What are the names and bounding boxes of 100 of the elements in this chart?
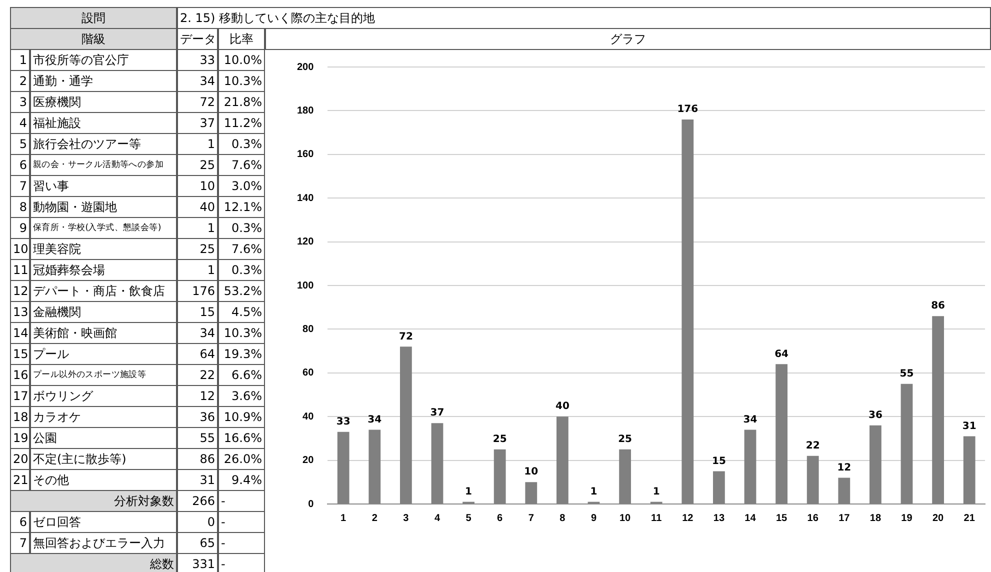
text: 21.8% xyxy=(218,91,265,113)
data-label: 22 xyxy=(806,440,820,452)
text: 36 xyxy=(177,406,218,428)
text: 動物園・遊園地 xyxy=(30,196,177,218)
text: 31 xyxy=(177,469,218,491)
y-tick-label: 100 xyxy=(296,280,314,292)
x-tick-label: 11 xyxy=(651,512,662,524)
x-tick-label: 9 xyxy=(590,512,597,524)
data-label: 15 xyxy=(712,456,726,467)
text: 階級 xyxy=(10,28,177,50)
text: 64 xyxy=(177,343,218,365)
text: 市役所等の官公庁 xyxy=(30,49,177,71)
text: 医療機関 xyxy=(30,91,177,113)
text: 6 xyxy=(10,154,30,176)
category-label: 8 xyxy=(19,200,27,214)
text: 22 xyxy=(177,364,218,386)
text: 26.0% xyxy=(218,448,265,470)
data-label: 25 xyxy=(492,434,507,445)
text: 176 xyxy=(177,280,218,302)
y-tick-label: 180 xyxy=(296,105,314,116)
y-tick-label: 120 xyxy=(296,236,314,248)
text: 11.2% xyxy=(218,112,265,134)
x-tick-label: 17 xyxy=(838,512,850,524)
text: 保育所・学校(入学式、懇談会等) xyxy=(30,217,177,239)
text: 4.5% xyxy=(218,301,265,323)
text: 3.0% xyxy=(218,175,265,197)
data-label: 1 xyxy=(465,486,472,498)
x-tick-label: 14 xyxy=(744,512,756,524)
text: 3.6% xyxy=(218,385,265,407)
text: 10.3% xyxy=(218,70,265,92)
text: カラオケ xyxy=(30,406,177,428)
text: 不定(主に散歩等) xyxy=(30,448,177,470)
category-label: 11 xyxy=(13,263,28,277)
text: 25 xyxy=(177,154,218,176)
text: ボウリング xyxy=(30,385,177,407)
text: 公園 xyxy=(30,427,177,449)
category-label: 20 xyxy=(13,452,28,466)
text: プール以外のスポーツ施設等 xyxy=(30,364,177,386)
text: 33 xyxy=(177,49,218,71)
category-label: 12 xyxy=(13,284,28,298)
text: 37 xyxy=(177,112,218,134)
x-tick-label: 2 xyxy=(372,512,378,524)
category-label: 5 xyxy=(19,137,27,151)
data-label: 1 xyxy=(590,486,598,498)
text: 総数 xyxy=(10,553,177,572)
x-tick-label: 7 xyxy=(528,512,534,524)
text: 福祉施設 xyxy=(30,112,177,134)
text: 16.6% xyxy=(218,427,265,449)
data-label: 36 xyxy=(868,410,882,421)
x-tick-label: 12 xyxy=(682,512,694,524)
category-label: 21 xyxy=(13,473,28,487)
y-tick-label: 60 xyxy=(302,368,314,379)
text: ゼロ回答 xyxy=(30,511,177,533)
text: 分析対象数 xyxy=(10,490,177,512)
text: 旅行会社のツアー等 xyxy=(30,133,177,155)
text: 7.6% xyxy=(218,238,265,260)
x-tick-label: 21 xyxy=(964,512,976,524)
text: - xyxy=(218,532,265,554)
text: 0.3% xyxy=(218,133,265,155)
x-tick-label: 19 xyxy=(901,512,913,524)
text: 12.1% xyxy=(218,196,265,218)
text: 9.4% xyxy=(218,469,265,491)
category-label: 3 xyxy=(19,95,27,109)
text: 12 xyxy=(177,385,218,407)
y-tick-label: 20 xyxy=(302,455,314,466)
text: 0.3% xyxy=(218,217,265,239)
text: 266 xyxy=(177,490,218,512)
text: 1 xyxy=(177,133,218,155)
x-tick-label: 15 xyxy=(776,512,788,524)
data-label: 34 xyxy=(368,414,382,426)
y-tick-label: 160 xyxy=(296,149,314,160)
text: 設問 xyxy=(10,7,177,29)
data-label: 55 xyxy=(900,368,914,380)
x-tick-label: 10 xyxy=(619,512,632,524)
x-tick-label: 1 xyxy=(340,512,347,524)
text: - xyxy=(218,511,265,533)
text: 65 xyxy=(177,532,218,554)
text: その他 xyxy=(30,469,177,491)
data-label: 72 xyxy=(398,331,413,342)
text: デパート・商店・飲食店 xyxy=(30,280,177,302)
text: 15 xyxy=(13,347,28,361)
text: 金融機関 xyxy=(30,301,177,323)
text: 10.0% xyxy=(218,49,265,71)
x-tick-label: 18 xyxy=(870,512,882,524)
data-label: 25 xyxy=(618,434,632,445)
y-tick-label: 140 xyxy=(296,192,314,204)
text: 25 xyxy=(177,238,218,260)
text: 10.9% xyxy=(218,406,265,428)
y-tick-label: 200 xyxy=(296,62,314,73)
category-label: 1 xyxy=(19,53,27,67)
text: 15 xyxy=(177,301,218,323)
x-tick-label: 13 xyxy=(713,512,725,524)
x-tick-label: 3 xyxy=(403,512,410,524)
data-label: 176 xyxy=(677,104,698,116)
text: 美術館・映画館 xyxy=(30,322,177,344)
text: 0.3% xyxy=(218,259,265,281)
text: 7 xyxy=(19,536,27,550)
category-label: 2 xyxy=(19,74,27,88)
text: データ xyxy=(177,28,218,50)
data-label: 86 xyxy=(931,300,946,312)
